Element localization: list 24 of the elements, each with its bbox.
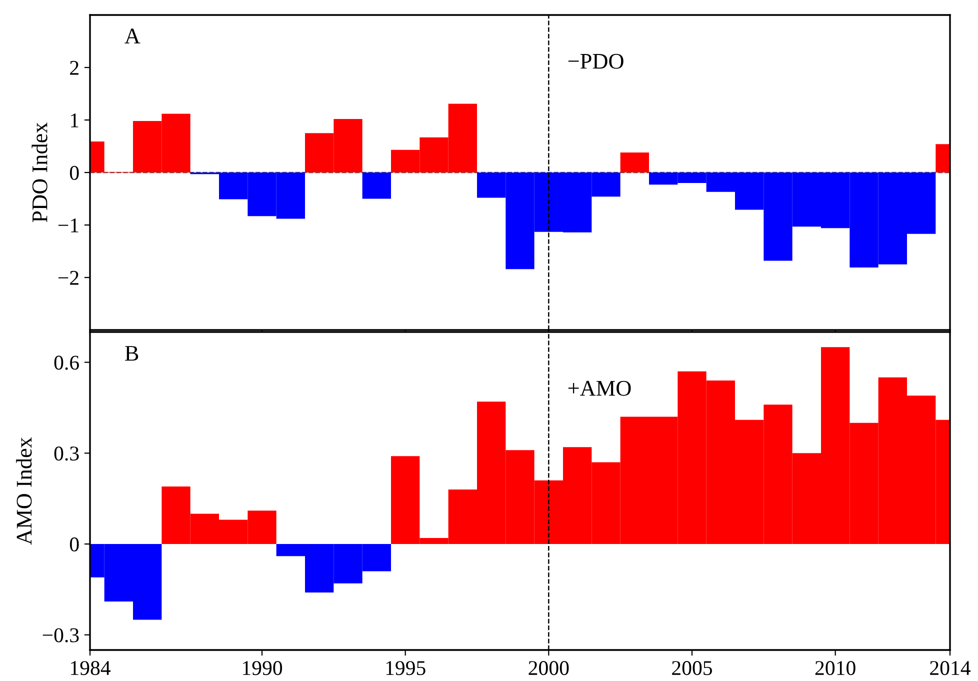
annotation: A xyxy=(124,28,140,44)
y-tick-label: 0 xyxy=(70,166,79,180)
y-tick-label: −1 xyxy=(58,218,78,232)
x-tick-label: 2010 xyxy=(815,661,856,676)
y-tick-label: −0.3 xyxy=(42,628,79,642)
annotation: −PDO xyxy=(568,54,624,69)
x-tick-label: 1995 xyxy=(386,661,426,676)
y-tick-label: −2 xyxy=(58,270,78,285)
x-tick-label: 2000 xyxy=(528,661,569,676)
y-tick-label: 0.3 xyxy=(54,446,79,461)
y-tick-label: 0 xyxy=(70,537,79,552)
y-axis-title: PDO Index xyxy=(32,122,48,222)
annotation: B xyxy=(125,346,138,361)
x-tick-label: 2014 xyxy=(930,661,971,676)
y-axis-title: AMO Index xyxy=(16,437,32,545)
x-tick-label: 1984 xyxy=(71,661,111,676)
x-tick-label: 2005 xyxy=(672,661,712,676)
y-tick-label: 0.6 xyxy=(54,356,79,370)
x-tick-label: 1990 xyxy=(243,661,282,676)
y-tick-label: 2 xyxy=(70,60,78,75)
bar xyxy=(620,152,649,172)
annotation: +AMO xyxy=(568,380,631,396)
y-tick-label: 1 xyxy=(71,113,78,128)
bar xyxy=(362,172,391,199)
